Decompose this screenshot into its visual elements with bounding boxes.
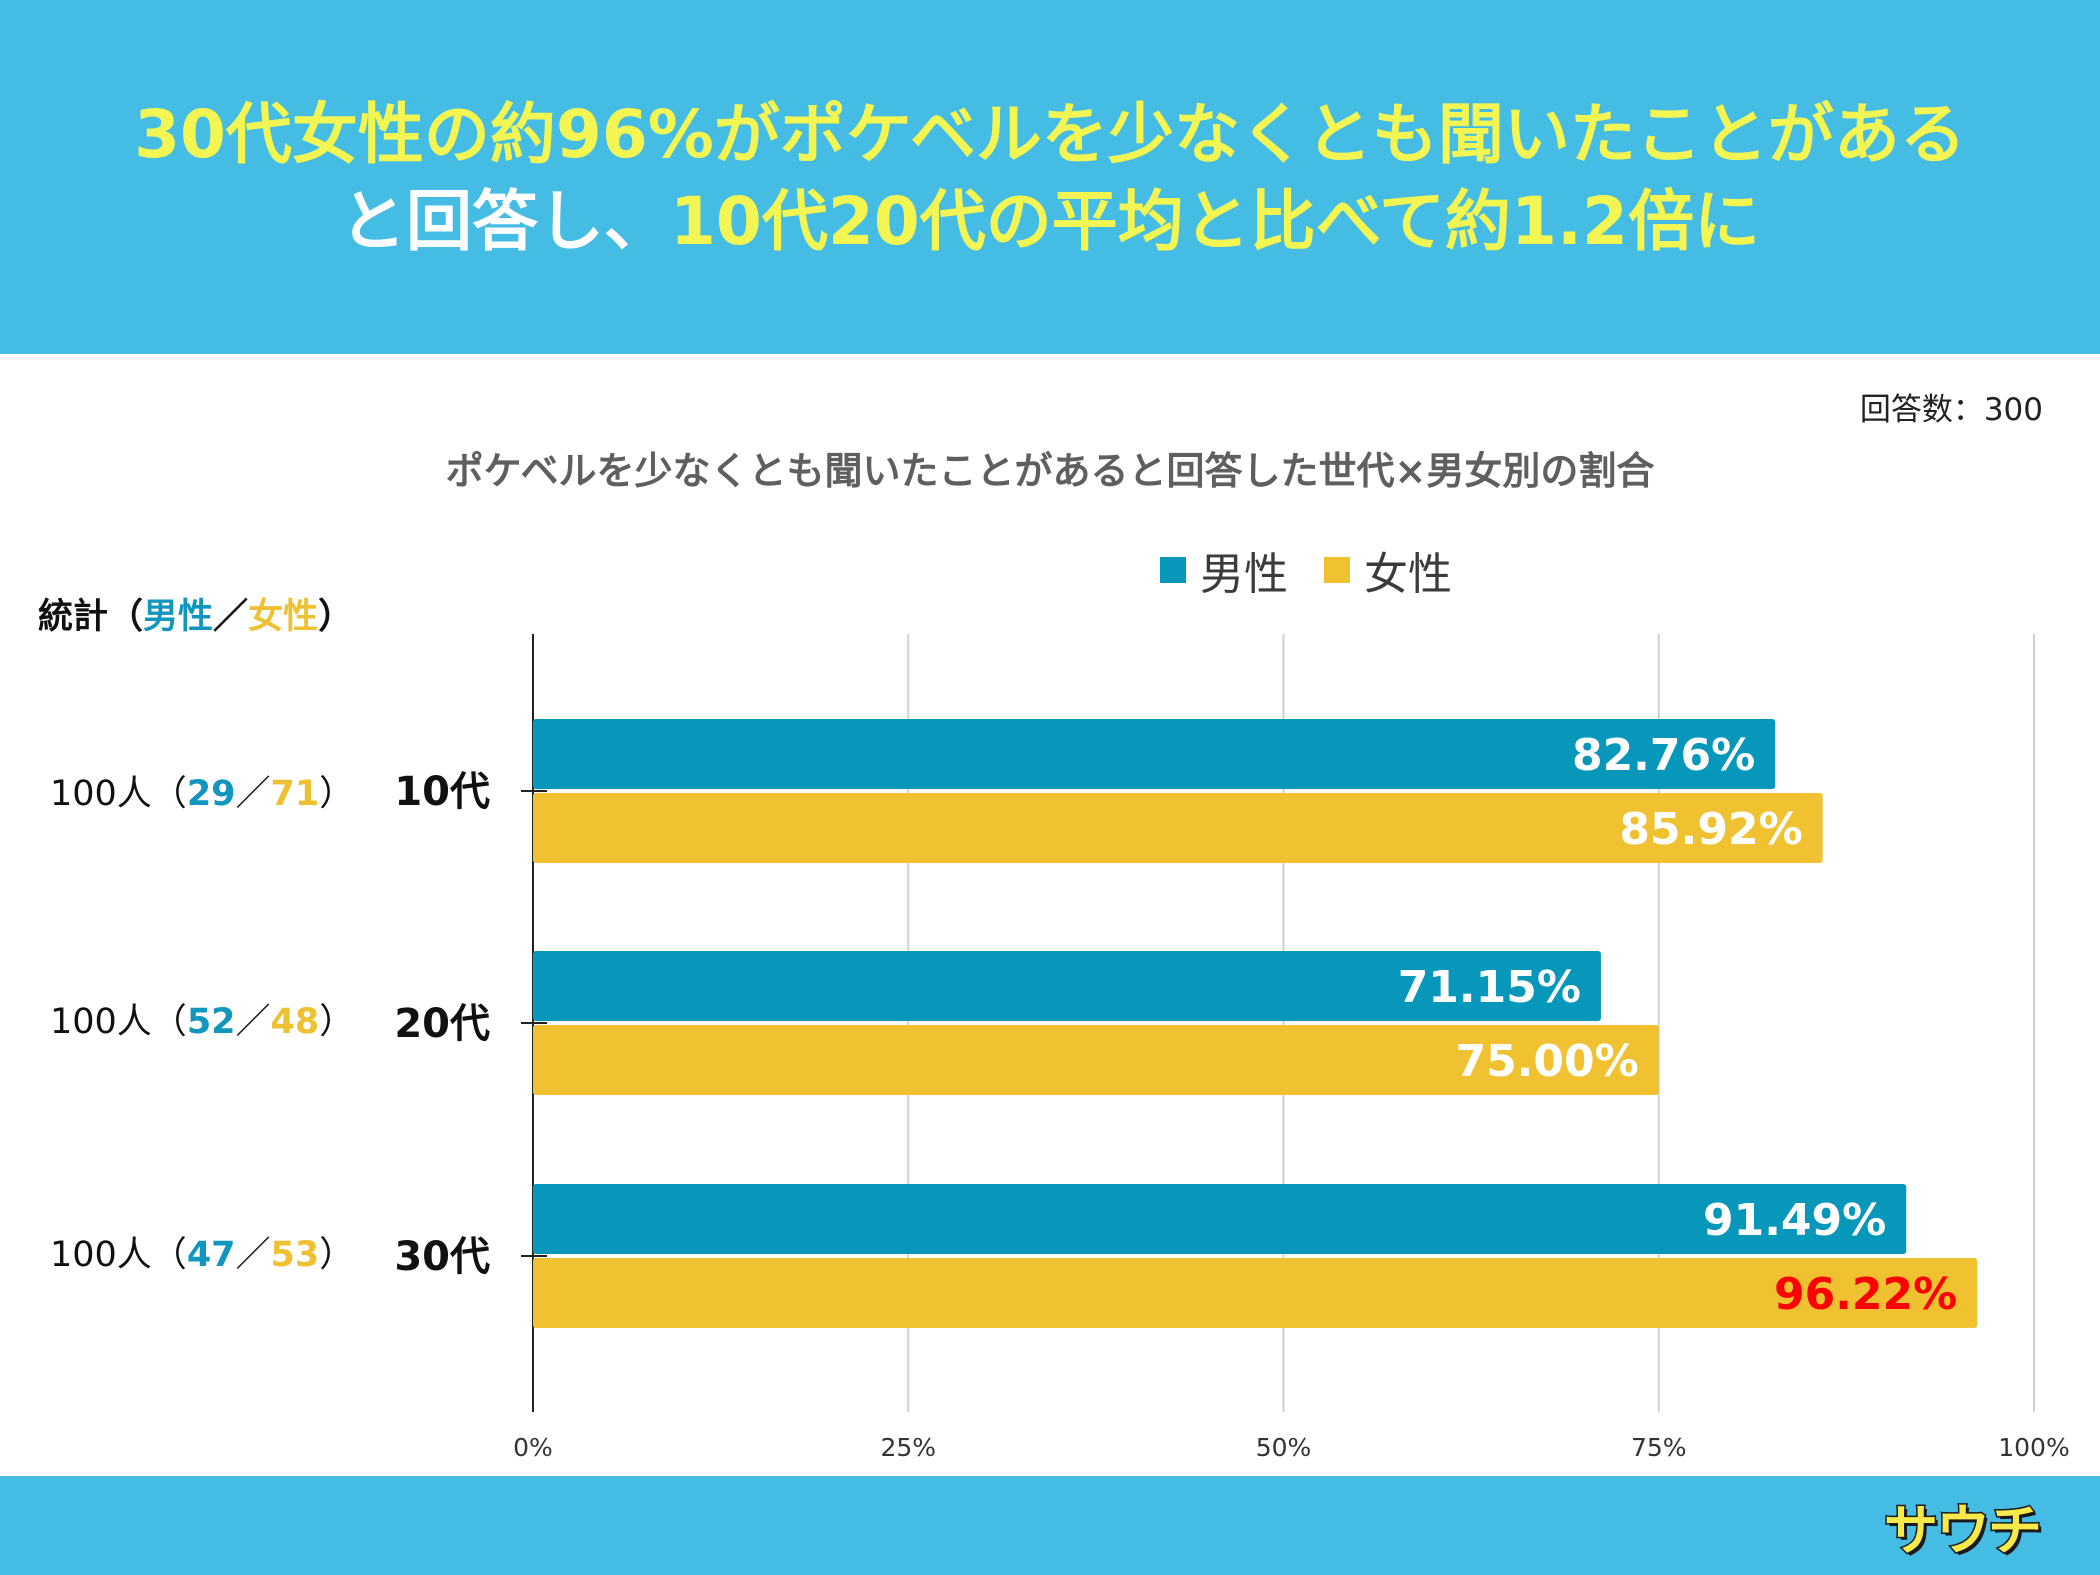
stats-row-10s: 100人（29／71） — [50, 764, 354, 824]
stats-close: ） — [319, 1002, 355, 1042]
stats-male-count: 47 — [186, 1235, 236, 1275]
bar — [533, 1184, 1907, 1254]
x-tick-label: 100% — [1998, 1433, 2069, 1462]
stats-female-count: 48 — [270, 1002, 320, 1042]
chart-title: ポケベルを少なくとも聞いたことがあると回答した世代×男女別の割合 — [445, 449, 1655, 493]
stats-row-20s: 100人（52／48） — [50, 992, 354, 1052]
data-label: 75.00% — [1455, 1036, 1638, 1087]
stats-male-count: 52 — [186, 1002, 236, 1042]
headline-line-2-prefix: と回答し、 — [340, 183, 670, 260]
legend-swatch-male — [1160, 557, 1186, 583]
headline-line-2-main: 10代20代の平均と比べて約1.2倍に — [670, 183, 1760, 260]
data-label: 71.15% — [1398, 962, 1581, 1013]
stats-female-count: 53 — [270, 1235, 320, 1275]
legend-label-female: 女性 — [1364, 549, 1452, 600]
stats-header: 統計（男性／女性） — [38, 588, 353, 639]
headline-line-1: 30代女性の約96%がポケベルを少なくとも聞いたことがある — [134, 96, 1966, 173]
bar — [533, 1025, 1659, 1095]
stats-header-separator: ／ — [213, 597, 249, 637]
stats-male-count: 29 — [186, 774, 236, 814]
data-label: 91.49% — [1703, 1195, 1886, 1246]
legend-item-male: 男性 — [1160, 538, 1288, 602]
stats-sep: ／ — [235, 1235, 271, 1275]
stats-header-prefix: 統計（ — [38, 597, 144, 637]
header-banner: 30代女性の約96%がポケベルを少なくとも聞いたことがある と回答し、10代20… — [0, 0, 2100, 354]
x-tick-label: 0% — [513, 1433, 553, 1462]
chart-legend: 男性 女性 — [1160, 542, 1452, 600]
category-label: 20代 — [394, 1001, 490, 1047]
stats-close: ） — [319, 1235, 355, 1275]
bar-chart: 0% 25% 50% 75% 100% 10代 82.76% 85.92% 20代 71.15% 7… — [394, 634, 2070, 1462]
stats-header-suffix: ） — [318, 597, 354, 637]
data-label: 96.22% — [1774, 1269, 1957, 1320]
x-tick-label: 25% — [880, 1433, 936, 1462]
stats-sep: ／ — [235, 774, 271, 814]
stats-row-30s: 100人（47／53） — [50, 1225, 354, 1285]
data-label: 82.76% — [1572, 730, 1755, 781]
footer-banner: サウチ — [0, 1476, 2100, 1575]
category-label: 10代 — [394, 769, 490, 815]
response-count: 回答数：300 — [1859, 392, 2043, 428]
stats-sep: ／ — [235, 1002, 271, 1042]
stats-header-male: 男性 — [143, 597, 214, 637]
stats-total: 100人（ — [50, 1235, 187, 1275]
stats-total: 100人（ — [50, 774, 187, 814]
stats-female-count: 71 — [270, 774, 320, 814]
legend-swatch-female — [1324, 557, 1350, 583]
data-label: 85.92% — [1619, 804, 1802, 855]
stats-header-female: 女性 — [248, 597, 319, 637]
x-tick-label: 75% — [1631, 1433, 1687, 1462]
bar — [533, 1258, 1978, 1328]
brand-logo: サウチ — [1883, 1497, 2044, 1563]
bar — [533, 951, 1601, 1021]
bar — [533, 719, 1776, 789]
legend-item-female: 女性 — [1324, 538, 1452, 602]
stats-total: 100人（ — [50, 1002, 187, 1042]
legend-label-male: 男性 — [1200, 549, 1288, 600]
x-tick-label: 50% — [1256, 1433, 1312, 1462]
bar — [533, 793, 1823, 863]
headline-line-2: と回答し、10代20代の平均と比べて約1.2倍に — [0, 182, 2100, 262]
category-label: 30代 — [394, 1234, 490, 1280]
stats-close: ） — [319, 774, 355, 814]
